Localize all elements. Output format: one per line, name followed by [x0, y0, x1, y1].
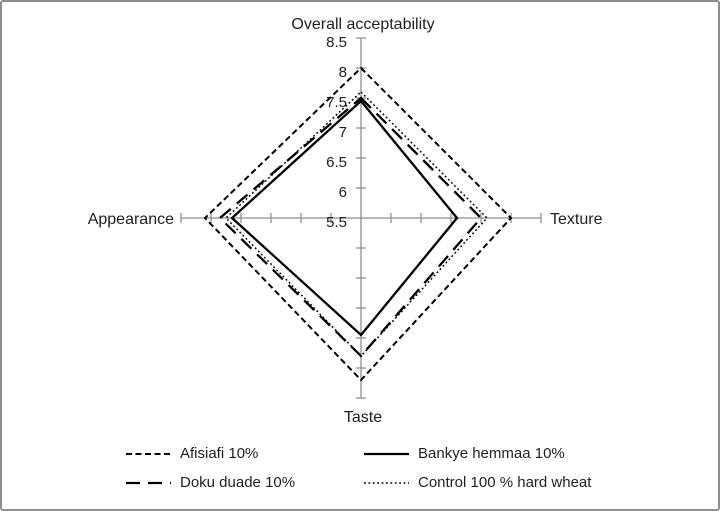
- radial-tick-label: 7: [339, 124, 347, 141]
- axis-title-texture: Texture: [550, 211, 603, 228]
- legend-item-afisiafi-10: Afisiafi 10%: [125, 445, 363, 462]
- axis-title-appearance: Appearance: [88, 211, 174, 228]
- legend-line-sample-dot: [364, 481, 409, 484]
- series-polygon-bankye-hemmaa-10: [230, 99, 459, 337]
- series-polygon-control-100-hard-wheat: [224, 90, 489, 358]
- radial-tick-label: 7.5: [326, 94, 347, 111]
- series-polygon-doku-duade-10: [218, 96, 483, 358]
- legend: Afisiafi 10% Bankye hemmaa 10% Doku duade …: [125, 439, 591, 497]
- radial-tick-label: 6.5: [326, 154, 347, 171]
- legend-line-sample-solid: [364, 452, 409, 455]
- legend-item-bankye-hemmaa-10: Bankye hemmaa 10%: [363, 445, 591, 462]
- radial-tick-label: 6: [339, 184, 347, 201]
- series-polygon-afisiafi-10: [203, 66, 513, 382]
- legend-item-doku-duade-10: Doku duade 10%: [125, 474, 363, 491]
- legend-label: Bankye hemmaa 10%: [418, 445, 565, 462]
- radial-tick-label: 8: [339, 64, 347, 81]
- axis-title-overall-acceptability: Overall acceptability: [291, 16, 434, 33]
- axis-title-taste: Taste: [344, 409, 382, 426]
- legend-label: Afisiafi 10%: [180, 445, 259, 462]
- radar-axes: [180, 37, 542, 399]
- radial-tick-labels: 8.5 8 7.5 7 6.5 6 5.5: [326, 34, 347, 231]
- radial-tick-label: 8.5: [326, 34, 347, 51]
- radial-tick-label: 5.5: [326, 214, 347, 231]
- radar-series: [203, 66, 513, 382]
- legend-item-control-100-hard-wheat: Control 100 % hard wheat: [363, 474, 591, 491]
- legend-label: Control 100 % hard wheat: [418, 474, 592, 491]
- legend-line-sample-dash: [126, 452, 171, 455]
- legend-label: Doku duade 10%: [180, 474, 296, 491]
- legend-line-sample-long-dash: [126, 481, 171, 484]
